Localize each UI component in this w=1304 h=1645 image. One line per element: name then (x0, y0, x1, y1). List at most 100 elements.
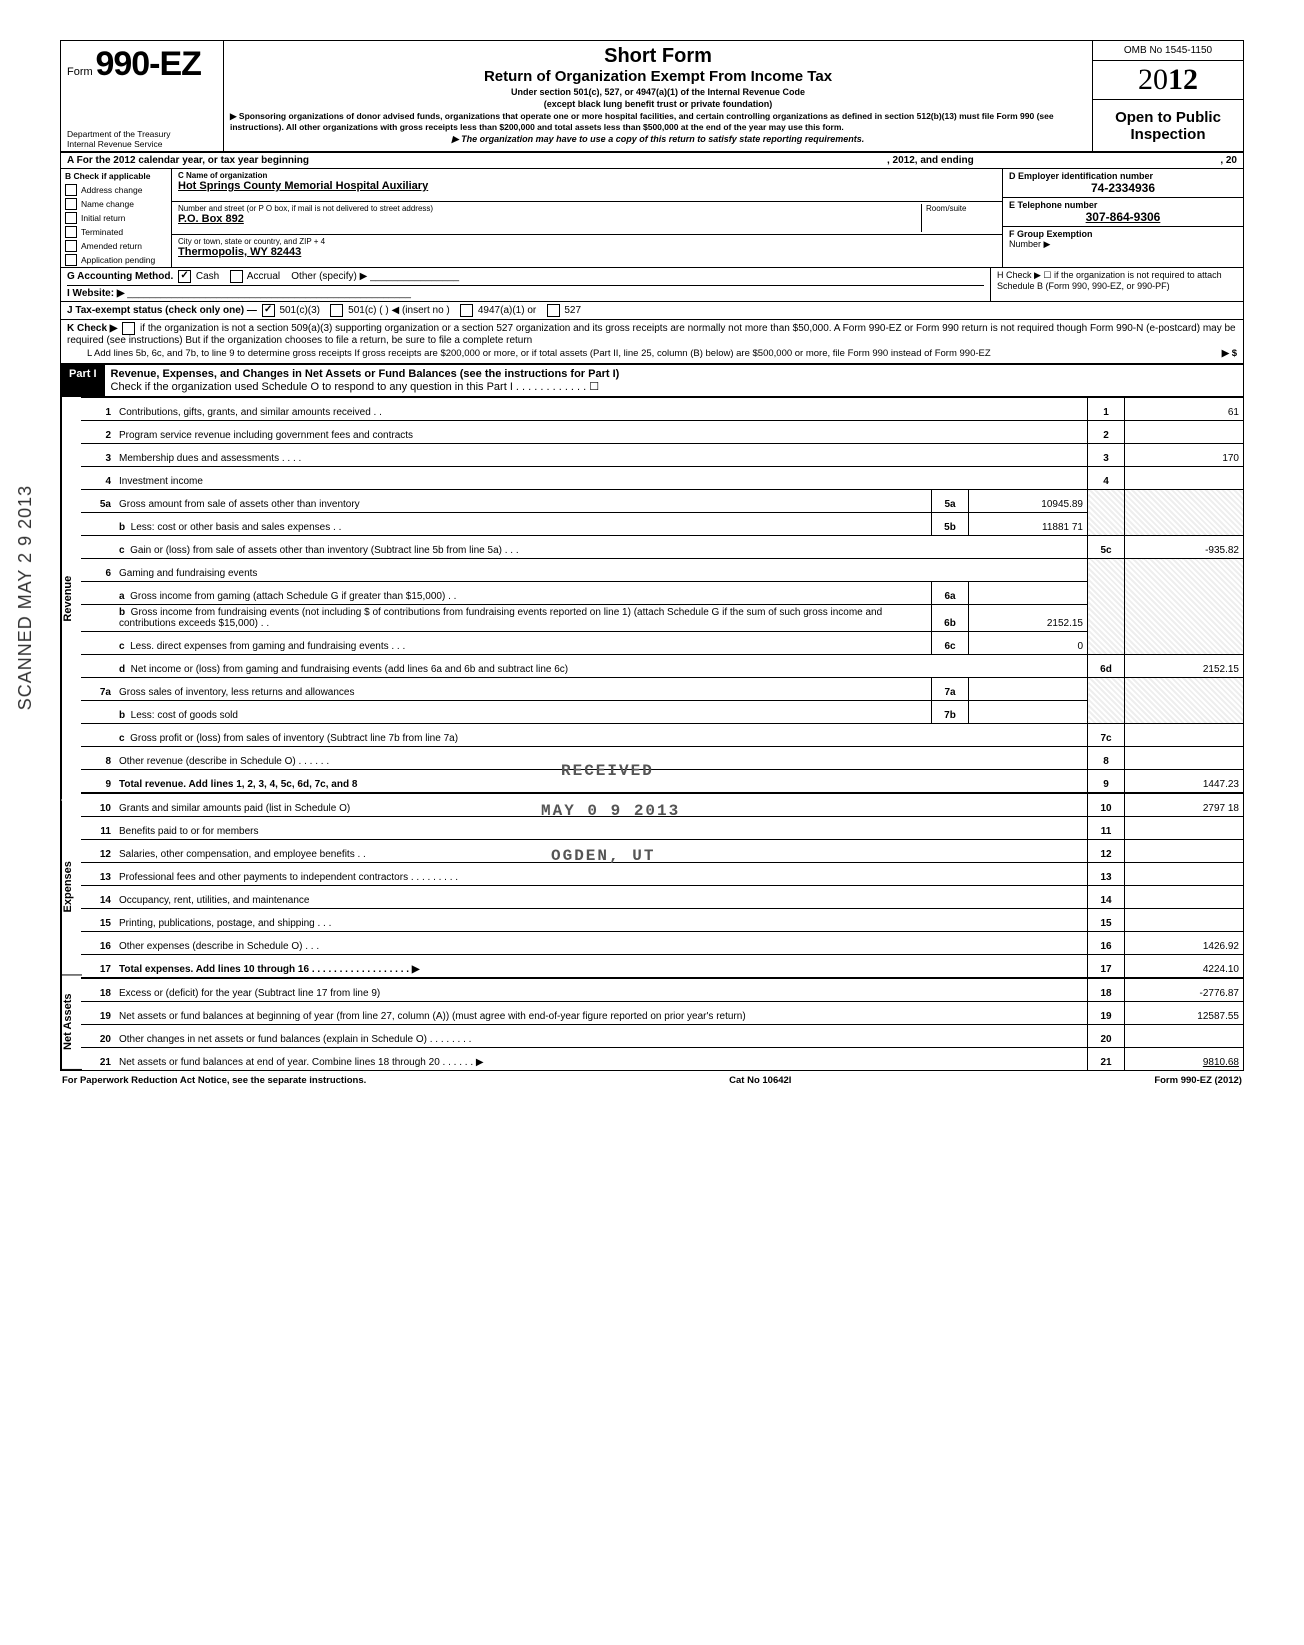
ln14-box: 14 (1088, 886, 1125, 909)
l-text: L Add lines 5b, 6c, and 7b, to line 9 to… (87, 348, 1137, 359)
chk-cash[interactable]: ✓ (178, 270, 191, 283)
ln6a-num (81, 582, 115, 605)
side-revenue: Revenue (61, 397, 82, 800)
lbl-527: 527 (564, 305, 581, 316)
scanned-stamp: SCANNED MAY 2 9 2013 (15, 484, 36, 709)
row-j: J Tax-exempt status (check only one) — ✓… (61, 302, 1243, 320)
ln18-desc: Excess or (deficit) for the year (Subtra… (115, 978, 1088, 1002)
ln21-desc: Net assets or fund balances at end of ye… (115, 1048, 1088, 1071)
title-short-form: Short Form (230, 45, 1086, 68)
ln6-shade2 (1125, 559, 1244, 655)
year-bold: 12 (1168, 63, 1198, 96)
footer-left: For Paperwork Reduction Act Notice, see … (62, 1075, 366, 1086)
ln6b-num (81, 605, 115, 632)
form-header: Form 990-EZ Department of the Treasury I… (61, 41, 1243, 153)
part1-title: Revenue, Expenses, and Changes in Net As… (111, 368, 620, 380)
ln18-amt: -2776.87 (1125, 978, 1244, 1002)
lbl-terminated: Terminated (81, 227, 123, 237)
ln1-amt: 61 (1125, 398, 1244, 421)
row-a-left: A For the 2012 calendar year, or tax yea… (67, 155, 309, 166)
chk-527[interactable] (547, 304, 560, 317)
ln17-desc: Total expenses. Add lines 10 through 16 … (119, 964, 420, 975)
ln5-shade (1088, 490, 1125, 536)
ln6d-amt: 2152.15 (1125, 655, 1244, 678)
i-label: I Website: ▶ (67, 288, 125, 299)
ln20-box: 20 (1088, 1025, 1125, 1048)
chk-501c[interactable] (330, 304, 343, 317)
chk-k[interactable] (122, 322, 135, 335)
part1-header-row: Part I Revenue, Expenses, and Changes in… (61, 364, 1243, 397)
title-return: Return of Organization Exempt From Incom… (230, 68, 1086, 85)
ln5b-mid: 5b (932, 513, 969, 536)
ln10-num: 10 (81, 793, 115, 817)
chk-address-change[interactable]: Address change (61, 183, 171, 197)
ln7a-mid: 7a (932, 678, 969, 701)
ln6d-desc: Net income or (loss) from gaming and fun… (131, 664, 568, 675)
ln11-num: 11 (81, 817, 115, 840)
e-header: E Telephone number (1009, 200, 1097, 210)
ln4-box: 4 (1088, 467, 1125, 490)
chk-4947[interactable] (460, 304, 473, 317)
ln5c-box: 5c (1088, 536, 1125, 559)
chk-terminated[interactable]: Terminated (61, 225, 171, 239)
year-prefix: 20 (1138, 63, 1168, 96)
g-label: G Accounting Method. (67, 271, 173, 282)
row-l: L Add lines 5b, 6c, and 7b, to line 9 to… (61, 348, 1243, 364)
row-k: K Check ▶ if the organization is not a s… (61, 320, 1243, 348)
j-label: J Tax-exempt status (check only one) — (67, 305, 257, 316)
chk-pending[interactable]: Application pending (61, 253, 171, 267)
addr-label: Number and street (or P O box, if mail i… (178, 204, 921, 213)
ln12-desc: Salaries, other compensation, and employ… (115, 840, 1088, 863)
part1-badge: Part I (61, 365, 105, 396)
ln8-desc: Other revenue (describe in Schedule O) .… (115, 747, 1088, 770)
omb-number: OMB No 1545-1150 (1093, 41, 1243, 61)
ln6c-midamt: 0 (969, 632, 1088, 655)
ln15-num: 15 (81, 909, 115, 932)
ln21-num: 21 (81, 1048, 115, 1071)
ln7a-num: 7a (81, 678, 115, 701)
ln6-desc: Gaming and fundraising events (115, 559, 1088, 582)
open-public: Open to Public (1097, 109, 1239, 126)
section-bcdef: B Check if applicable Address change Nam… (61, 169, 1243, 268)
chk-name-change[interactable]: Name change (61, 197, 171, 211)
ln7-shade (1088, 678, 1125, 724)
lbl-4947: 4947(a)(1) or (478, 305, 536, 316)
row-g-h: G Accounting Method. ✓ Cash Accrual Othe… (61, 268, 1243, 302)
ln7-shade2 (1125, 678, 1244, 724)
side-netassets: Net Assets (61, 975, 82, 1070)
ln12-box: 12 (1088, 840, 1125, 863)
lbl-cash: Cash (196, 271, 219, 282)
ln2-desc: Program service revenue including govern… (115, 421, 1088, 444)
ln13-num: 13 (81, 863, 115, 886)
ln20-num: 20 (81, 1025, 115, 1048)
chk-501c3[interactable]: ✓ (262, 304, 275, 317)
c-header: C Name of organization (178, 171, 267, 180)
lbl-501c: 501(c) ( ) ◀ (insert no ) (348, 305, 450, 316)
subtitle-except: (except black lung benefit trust or priv… (230, 99, 1086, 109)
lbl-address-change: Address change (81, 185, 142, 195)
ln7b-b: b (119, 710, 125, 721)
chk-initial-return[interactable]: Initial return (61, 211, 171, 225)
form-label: Form (67, 66, 93, 78)
inspection: Inspection (1097, 126, 1239, 143)
ln11-box: 11 (1088, 817, 1125, 840)
ln7a-desc: Gross sales of inventory, less returns a… (115, 678, 932, 701)
b-header: B Check if applicable (65, 171, 151, 181)
row-a-tax-year: A For the 2012 calendar year, or tax yea… (61, 153, 1243, 169)
ln2-box: 2 (1088, 421, 1125, 444)
d-header: D Employer identification number (1009, 171, 1153, 181)
ln10-amt: 2797 18 (1125, 793, 1244, 817)
ln3-amt: 170 (1125, 444, 1244, 467)
ln5-shade2 (1125, 490, 1244, 536)
lbl-name-change: Name change (81, 199, 134, 209)
ln18-num: 18 (81, 978, 115, 1002)
lbl-accrual: Accrual (247, 271, 280, 282)
f-sub: Number ▶ (1009, 239, 1237, 250)
ln7b-mid: 7b (932, 701, 969, 724)
part1-check: Check if the organization used Schedule … (111, 381, 600, 393)
page-footer: For Paperwork Reduction Act Notice, see … (60, 1071, 1244, 1090)
ln17-amt: 4224.10 (1125, 955, 1244, 979)
ln9-desc: Total revenue. Add lines 1, 2, 3, 4, 5c,… (119, 779, 357, 790)
chk-accrual[interactable] (230, 270, 243, 283)
chk-amended[interactable]: Amended return (61, 239, 171, 253)
